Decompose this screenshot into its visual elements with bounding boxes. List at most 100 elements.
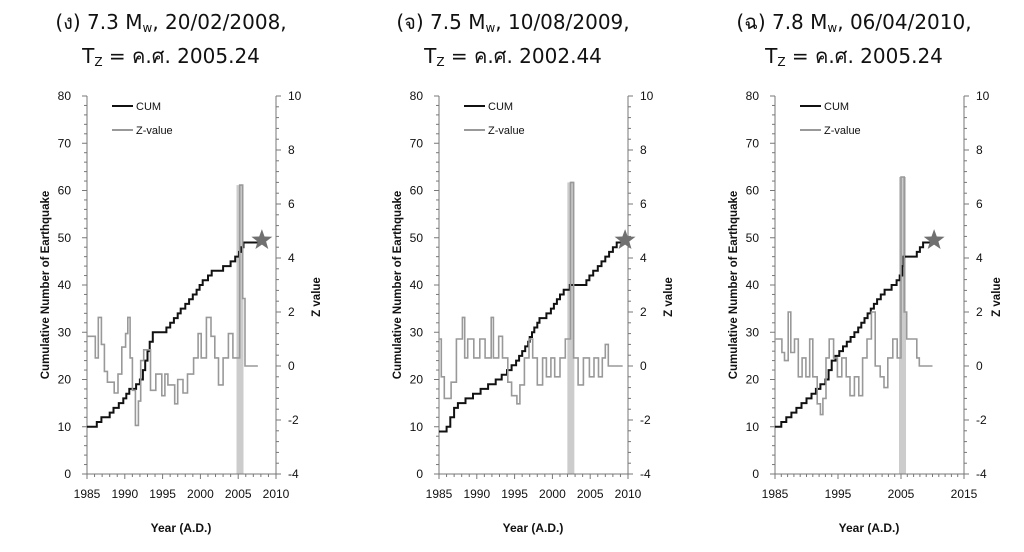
x-tick-label: 1985: [762, 487, 789, 501]
x-tick-label: 2010: [615, 487, 642, 501]
chart-title-line2: TZ = ค.ศ. 2005.24: [765, 44, 943, 69]
y2-axis-label: Z value: [311, 277, 323, 317]
y-tick-label: 30: [58, 325, 72, 339]
y2-tick-label: 10: [976, 89, 990, 103]
x-tick-label: 2005: [577, 487, 604, 501]
z-peak-bar: [899, 177, 907, 474]
y-tick-label: 0: [416, 467, 423, 481]
y2-tick-label: 2: [976, 305, 983, 319]
chart-title-line1: (ฉ) 7.8 Mw, 06/04/2010,: [736, 10, 972, 35]
y-tick-label: 20: [746, 373, 760, 387]
y2-tick-label: 4: [976, 251, 983, 265]
y-tick-label: 10: [58, 420, 72, 434]
x-tick-label: 1995: [149, 487, 176, 501]
legend-z-label: Z-value: [488, 125, 525, 137]
mainshock-star-icon: [614, 229, 636, 249]
y2-tick-label: 2: [288, 305, 295, 319]
y2-tick-label: -2: [640, 413, 651, 427]
y-tick-label: 70: [410, 136, 424, 150]
y-tick-label: 20: [58, 373, 72, 387]
y-tick-label: 80: [410, 89, 424, 103]
cum-series-line: [439, 240, 627, 433]
y-tick-label: 50: [410, 231, 424, 245]
y-tick-label: 50: [58, 231, 72, 245]
y2-tick-label: 0: [288, 359, 295, 373]
y2-axis-label: Z value: [991, 277, 1003, 317]
y-tick-label: 0: [752, 467, 759, 481]
y2-tick-label: 0: [976, 359, 983, 373]
mainshock-star-icon: [251, 229, 273, 249]
y-axis-label: Cumulative Number of Earthquake: [392, 191, 404, 380]
cum-series-line: [87, 240, 263, 428]
mainshock-star-icon: [923, 229, 945, 249]
x-tick-label: 1985: [426, 487, 453, 501]
x-tick-label: 1990: [111, 487, 138, 501]
legend-cum-label: CUM: [488, 101, 513, 113]
x-tick-label: 1990: [463, 487, 490, 501]
y-axis-label: Cumulative Number of Earthquake: [728, 191, 740, 380]
chart-title-line2: TZ = ค.ศ. 2005.24: [82, 44, 260, 69]
y2-tick-label: 10: [640, 89, 654, 103]
chart-title-line1: (ง) 7.3 Mw, 20/02/2008,: [55, 10, 287, 35]
y-tick-label: 40: [58, 278, 72, 292]
y-tick-label: 60: [58, 184, 72, 198]
y2-tick-label: -4: [288, 467, 299, 481]
y2-tick-label: -2: [288, 413, 299, 427]
y2-tick-label: 6: [640, 197, 647, 211]
chart-panel-3: (ฉ) 7.8 Mw, 06/04/2010, TZ = ค.ศ. 2005.2…: [684, 0, 1024, 552]
y-tick-label: 60: [746, 184, 760, 198]
y2-tick-label: 8: [288, 143, 295, 157]
chart-title-line1: (จ) 7.5 Mw, 10/08/2009,: [396, 10, 630, 35]
x-tick-label: 1985: [74, 487, 101, 501]
x-axis-label: Year (A.D.): [503, 521, 564, 535]
chart-svg: Cumulative Number of Earthquake Z value …: [40, 89, 323, 535]
y2-axis-label: Z value: [663, 277, 675, 317]
y2-tick-label: 0: [640, 359, 647, 373]
y2-tick-label: 4: [640, 251, 647, 265]
y-tick-label: 50: [746, 231, 760, 245]
z-value-series-line: [439, 181, 623, 405]
legend-cum-label: CUM: [824, 101, 849, 113]
x-tick-label: 2000: [539, 487, 566, 501]
x-tick-label: 2010: [263, 487, 290, 501]
legend-z-label: Z-value: [136, 125, 173, 137]
y-axis-label: Cumulative Number of Earthquake: [40, 191, 52, 380]
y2-tick-label: 8: [640, 143, 647, 157]
x-tick-label: 2005: [225, 487, 252, 501]
chart-title-line2: TZ = ค.ศ. 2002.44: [424, 44, 602, 69]
y2-tick-label: 6: [976, 197, 983, 211]
y2-tick-label: -4: [640, 467, 651, 481]
y2-tick-label: 10: [288, 89, 302, 103]
y-tick-label: 70: [58, 136, 72, 150]
y2-tick-label: 2: [640, 305, 647, 319]
y-tick-label: 40: [746, 278, 760, 292]
legend-cum-label: CUM: [136, 101, 161, 113]
legend-z-label: Z-value: [824, 125, 861, 137]
y-tick-label: 70: [746, 136, 760, 150]
chart-svg: Cumulative Number of Earthquake Z value …: [392, 89, 675, 535]
y-tick-label: 40: [410, 278, 424, 292]
z-value-series-line: [87, 184, 258, 427]
y2-tick-label: 4: [288, 251, 295, 265]
chart-svg: Cumulative Number of Earthquake Z value …: [728, 89, 1003, 535]
chart-panel-1: (ง) 7.3 Mw, 20/02/2008, TZ = ค.ศ. 2005.2…: [0, 0, 342, 552]
y-tick-label: 10: [410, 420, 424, 434]
y-tick-label: 80: [746, 89, 760, 103]
y-tick-label: 30: [746, 325, 760, 339]
cum-series-line: [775, 240, 936, 428]
y2-tick-label: -4: [976, 467, 987, 481]
x-tick-label: 1995: [825, 487, 852, 501]
y-tick-label: 30: [410, 325, 424, 339]
y-tick-label: 80: [58, 89, 72, 103]
x-tick-label: 1995: [501, 487, 528, 501]
y-tick-label: 10: [746, 420, 760, 434]
x-tick-label: 2000: [187, 487, 214, 501]
y-tick-label: 60: [410, 184, 424, 198]
x-axis-label: Year (A.D.): [151, 521, 212, 535]
y-tick-label: 20: [410, 373, 424, 387]
y-tick-label: 0: [64, 467, 71, 481]
x-tick-label: 2005: [888, 487, 915, 501]
y2-tick-label: 6: [288, 197, 295, 211]
x-axis-label: Year (A.D.): [839, 521, 900, 535]
y2-tick-label: -2: [976, 413, 987, 427]
